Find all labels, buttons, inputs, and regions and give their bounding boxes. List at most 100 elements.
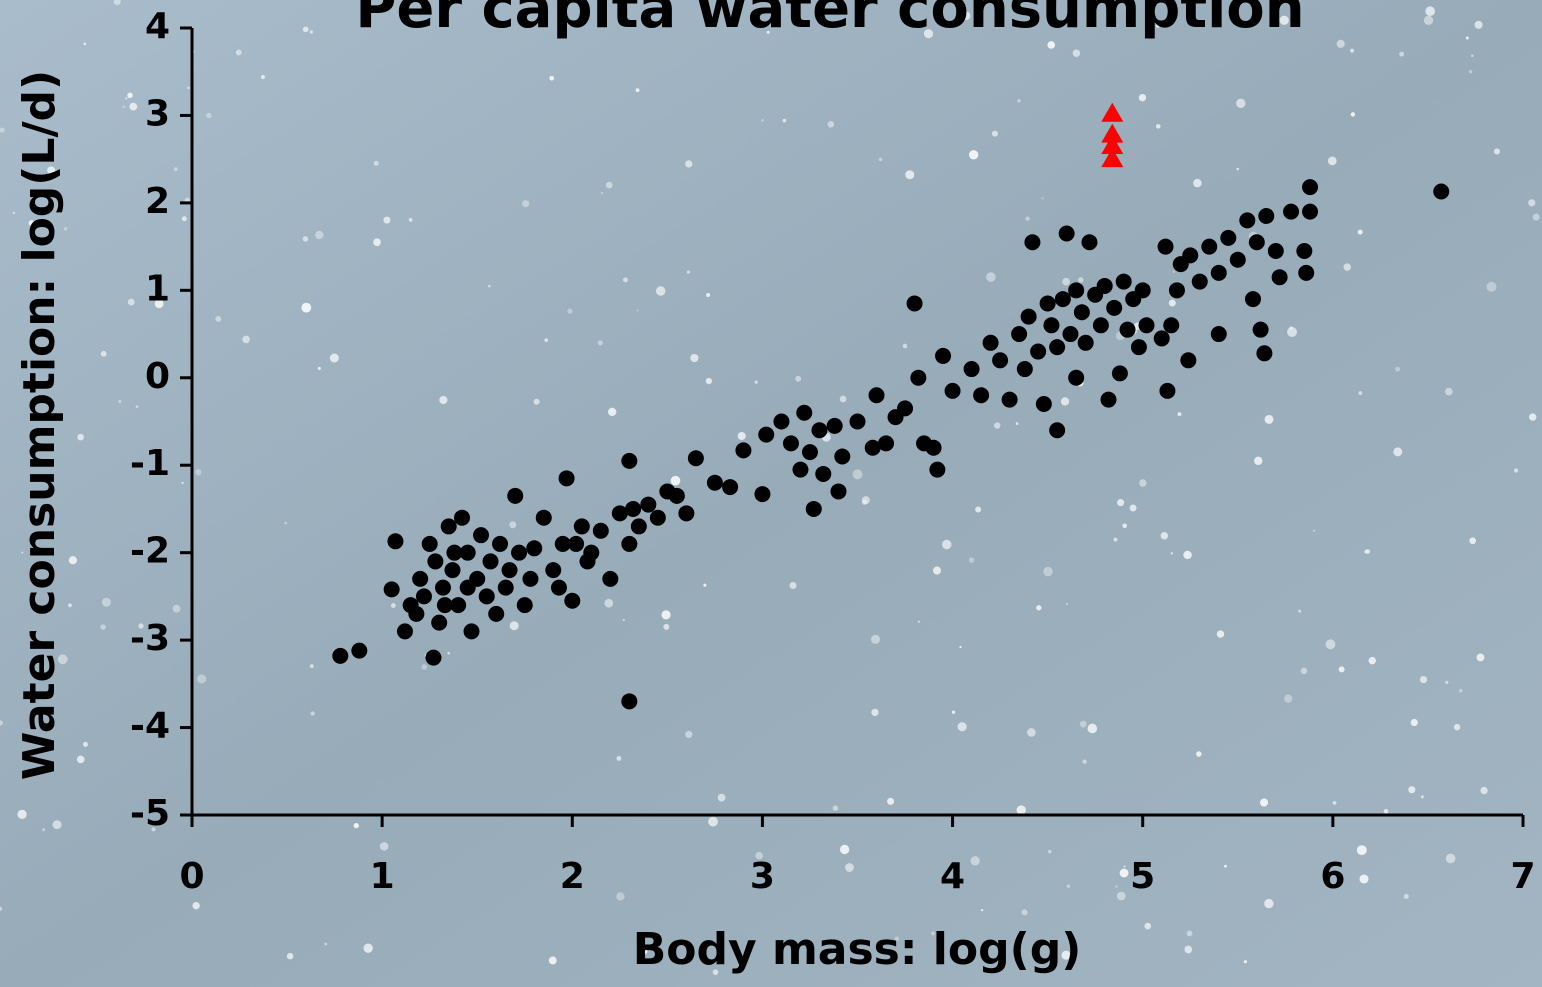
sparkle: [887, 797, 895, 805]
sparkle: [961, 11, 971, 20]
point: [427, 553, 444, 570]
sparkle: [1336, 39, 1345, 48]
sparkle: [917, 620, 920, 623]
point: [1062, 326, 1079, 343]
plot-area: [332, 102, 1450, 710]
sparkle: [663, 623, 670, 630]
point: [1191, 273, 1208, 290]
sparkle: [1358, 391, 1363, 396]
sparkle: [353, 823, 359, 829]
sparkle: [1528, 413, 1537, 421]
sparkle: [604, 598, 614, 608]
sparkle: [905, 170, 915, 180]
point: [1298, 264, 1315, 281]
sparkle: [1423, 15, 1434, 25]
sparkle: [986, 272, 996, 282]
sparkle: [215, 315, 222, 322]
point: [396, 623, 413, 640]
sparkle: [1224, 864, 1227, 868]
sparkle: [12, 211, 16, 215]
point: [1157, 238, 1174, 255]
point: [868, 387, 885, 404]
sparkle: [981, 909, 984, 912]
point: [1248, 234, 1265, 251]
sparkle: [100, 624, 106, 630]
sparkle: [138, 623, 144, 629]
sparkle: [616, 892, 625, 901]
point: [801, 444, 818, 461]
sparkle: [623, 277, 628, 283]
point: [611, 505, 628, 522]
sparkle: [379, 842, 389, 851]
sparkle: [1410, 718, 1418, 727]
point: [387, 533, 404, 550]
sparkle: [1350, 112, 1356, 117]
sparkle: [1468, 69, 1473, 74]
sparkle: [761, 119, 764, 122]
sparkle: [703, 583, 707, 587]
y-tick-label: 2: [145, 181, 170, 222]
sparkle: [852, 469, 863, 480]
sparkle: [309, 664, 314, 669]
sparkle: [923, 29, 934, 39]
point: [826, 417, 843, 434]
sparkle: [1116, 891, 1126, 901]
sparkle: [197, 674, 207, 684]
sparkle: [1357, 229, 1363, 235]
point: [1068, 282, 1085, 299]
sparkle: [597, 340, 603, 346]
point: [1134, 282, 1151, 299]
point: [1244, 291, 1261, 308]
sparkle: [1122, 523, 1128, 529]
point: [1024, 234, 1041, 251]
sparkle: [1078, 277, 1084, 283]
point: [550, 579, 567, 596]
x-tick-label: 3: [750, 856, 775, 897]
sparkle: [567, 308, 573, 314]
point: [1153, 330, 1170, 347]
sparkle: [957, 722, 967, 732]
triangle-point: [1101, 148, 1124, 168]
sparkle: [1408, 786, 1416, 794]
sparkle: [113, 0, 121, 6]
point: [1035, 396, 1052, 413]
sparkle: [127, 92, 133, 99]
sparkle: [1061, 950, 1071, 960]
point: [545, 562, 562, 579]
sparkle: [129, 102, 138, 111]
point: [773, 413, 790, 430]
sparkle: [363, 943, 373, 953]
triangle-point: [1101, 135, 1124, 155]
point: [805, 500, 822, 517]
sparkle: [1359, 874, 1369, 884]
sparkle: [766, 30, 770, 34]
point: [463, 623, 480, 640]
point: [1302, 179, 1319, 196]
sparkle: [0, 720, 4, 726]
sparkle: [1465, 36, 1469, 40]
point: [1054, 291, 1071, 308]
sparkle: [1021, 909, 1028, 916]
sparkle: [932, 566, 941, 575]
sparkle: [1041, 197, 1044, 200]
sparkle: [260, 74, 266, 80]
point: [754, 486, 771, 503]
sparkle: [1356, 845, 1367, 856]
point: [722, 479, 739, 496]
point: [1201, 238, 1218, 255]
x-axis-label: Body mass: log(g): [633, 924, 1082, 975]
sparkle: [870, 634, 881, 644]
point: [1180, 352, 1197, 369]
sparkle: [616, 755, 622, 761]
sparkle: [600, 192, 603, 195]
point: [1159, 382, 1176, 399]
sparkle: [832, 805, 839, 811]
sparkle: [447, 651, 451, 655]
point: [1020, 308, 1037, 325]
y-axis-label: Water consumption: log(L/d): [14, 70, 65, 780]
sparkle: [878, 157, 883, 162]
point: [649, 509, 666, 526]
sparkle: [1243, 960, 1247, 964]
sparkle: [329, 353, 339, 363]
point: [554, 535, 571, 552]
